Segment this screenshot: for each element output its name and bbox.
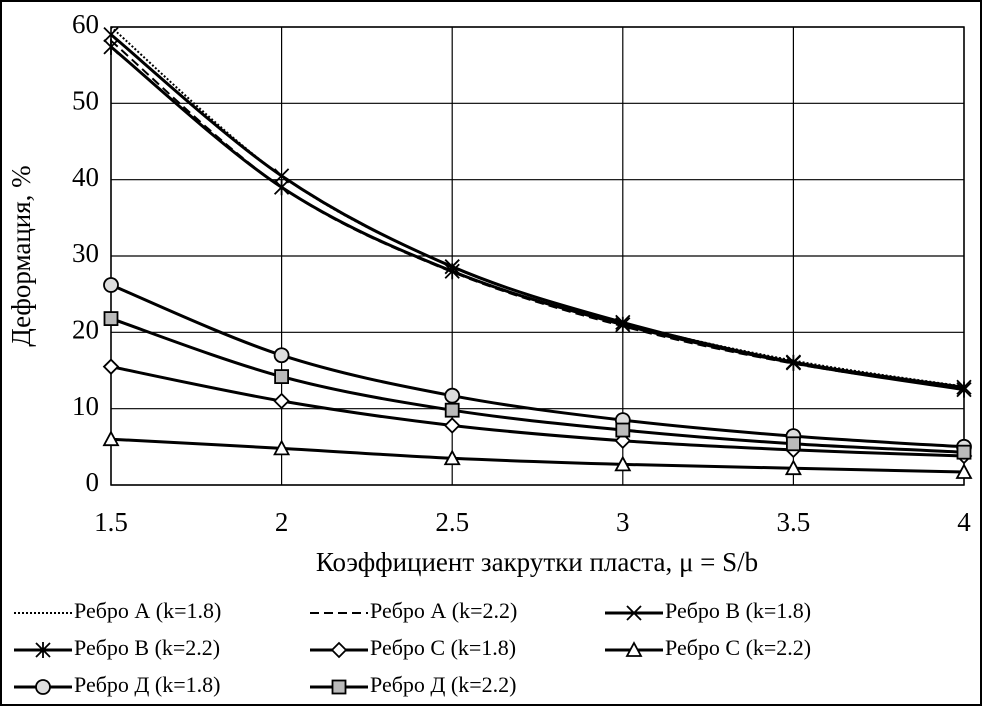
marker: [35, 642, 51, 658]
marker: [444, 402, 460, 418]
marker: [955, 463, 973, 479]
marker: [614, 455, 632, 472]
marker: [625, 641, 643, 657]
marker: [35, 679, 51, 695]
x-tick-label: 2.5: [435, 507, 469, 537]
y-tick-label: 0: [86, 467, 100, 497]
marker: [102, 358, 120, 375]
series-line: [110, 39, 965, 390]
legend-item: Ребро В (k=2.2): [14, 635, 220, 660]
marker: [103, 311, 119, 326]
marker: [103, 277, 119, 293]
x-tick-label: 2: [275, 507, 289, 537]
marker: [273, 392, 290, 410]
legend-label: Ребро С (k=1.8): [370, 635, 516, 660]
x-tick-label: 4: [957, 507, 971, 537]
legend-item: Ребро С (k=1.8): [310, 635, 516, 660]
x-tick-label: 1.5: [94, 507, 128, 537]
legend-label: Ребро В (k=1.8): [665, 598, 811, 623]
y-tick-label: 30: [72, 238, 99, 268]
marker: [956, 381, 972, 398]
marker: [443, 417, 461, 434]
plot-border: [110, 26, 965, 486]
y-tick-label: 60: [72, 9, 99, 39]
y-tick-label: 10: [72, 391, 99, 421]
legend-label: Ребро В (k=2.2): [74, 635, 220, 660]
marker: [784, 459, 802, 476]
x-axis-title: Коэффициент закрутки пласта, μ = S/b: [316, 547, 758, 577]
legend-item: Ребро А (k=1.8): [14, 598, 221, 623]
marker: [956, 444, 972, 460]
x-tick-label: 3.5: [777, 507, 811, 537]
y-axis-title: Деформация, %: [6, 165, 36, 346]
marker: [331, 679, 347, 695]
marker: [615, 316, 631, 333]
legend-label: Ребро Д (k=2.2): [370, 672, 516, 697]
legend-item: Ребро А (k=2.2): [310, 598, 517, 623]
series-line: [110, 365, 965, 458]
marker: [103, 38, 119, 55]
marker: [330, 641, 348, 659]
marker: [274, 369, 290, 385]
legend-item: Ребро В (k=1.8): [605, 598, 811, 623]
marker: [273, 439, 291, 456]
marker: [443, 449, 461, 466]
series-line: [110, 283, 965, 449]
legend-item: Ребро С (k=2.2): [605, 635, 811, 660]
marker: [444, 387, 461, 404]
marker: [102, 430, 120, 447]
marker: [785, 354, 802, 371]
series-line: [110, 317, 965, 454]
series-line: [110, 45, 965, 392]
marker: [273, 179, 290, 196]
marker: [626, 605, 642, 621]
legend-label: Ребро Д (k=1.8): [74, 672, 220, 697]
marker: [103, 26, 119, 43]
y-tick-label: 20: [72, 315, 99, 345]
marker: [786, 436, 801, 452]
y-tick-label: 40: [72, 162, 99, 192]
legend-label: Ребро А (k=1.8): [74, 598, 221, 623]
series-line: [110, 33, 965, 389]
marker: [444, 263, 460, 280]
y-tick-label: 50: [72, 86, 99, 116]
legend-label: Ребро С (k=2.2): [665, 635, 811, 660]
legend-label: Ребро А (k=2.2): [370, 598, 517, 623]
marker: [273, 168, 290, 184]
series-line: [110, 437, 965, 474]
x-tick-label: 3: [616, 507, 630, 537]
marker: [615, 422, 631, 438]
legend-item: Ребро Д (k=1.8): [14, 672, 220, 697]
legend-item: Ребро Д (k=2.2): [310, 672, 516, 697]
marker: [273, 347, 290, 364]
